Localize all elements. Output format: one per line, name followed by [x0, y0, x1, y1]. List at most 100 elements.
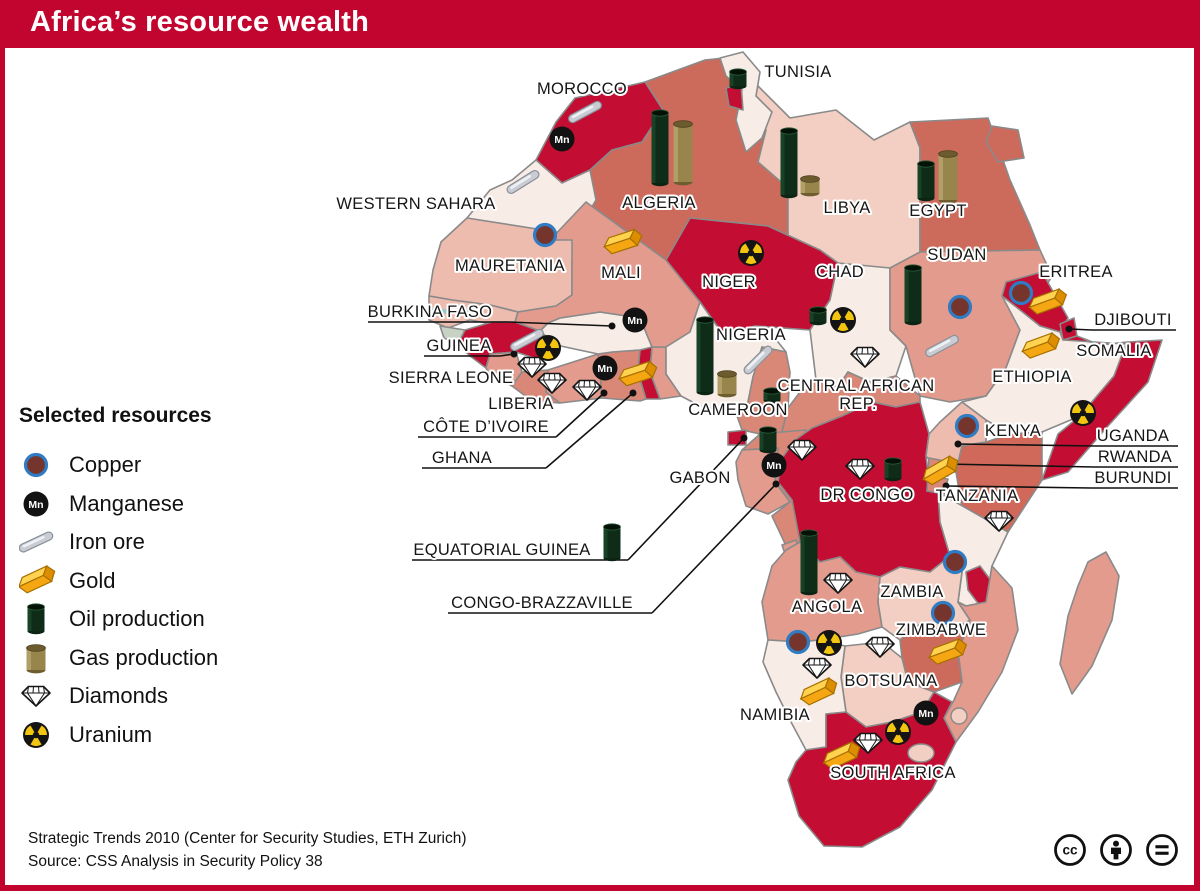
- legend-item-label: Diamonds: [69, 683, 169, 709]
- country-label: EGYPT: [909, 202, 966, 220]
- gas-icon: [673, 120, 693, 186]
- manganese-icon: Mn: [592, 355, 618, 381]
- svg-text:Mn: Mn: [597, 363, 612, 375]
- leader-line: [651, 483, 777, 614]
- cc-icon: cc: [1054, 834, 1086, 866]
- country-label: EQUATORIAL GUINEA: [413, 541, 590, 559]
- leader-line: [507, 321, 613, 327]
- country-label: MAURETANIA: [455, 257, 565, 275]
- diamond-icon: [572, 379, 602, 401]
- svg-text:Mn: Mn: [554, 134, 569, 146]
- gold-icon: [618, 360, 658, 387]
- country-label: DR CONGO: [820, 486, 913, 504]
- copper-icon: [532, 222, 558, 248]
- page-title: Africa’s resource wealth: [30, 6, 369, 38]
- gold-icon: [19, 563, 69, 599]
- diamond-icon: [823, 572, 853, 594]
- country-label: SOMALIA: [1076, 342, 1151, 360]
- legend-item-manganese: Mn Manganese: [19, 485, 279, 524]
- country-label: NIGER: [702, 273, 756, 291]
- leader-dot: [942, 482, 950, 490]
- copper-icon: [947, 294, 973, 320]
- country-label: ALGERIA: [622, 194, 696, 212]
- legend-item-label: Uranium: [69, 721, 153, 747]
- country-label: LIBERIA: [488, 395, 553, 413]
- oil-icon: [884, 457, 902, 482]
- country-label: BURUNDI: [1094, 469, 1171, 487]
- oil-icon: [780, 127, 798, 199]
- country-label: ERITREA: [1039, 263, 1113, 281]
- country-label: GUINEA: [426, 337, 491, 355]
- gold-icon: [1021, 332, 1061, 359]
- oil-icon: [800, 529, 818, 596]
- country-label: ETHIOPIA: [992, 368, 1071, 386]
- country-label: CHAD: [816, 263, 864, 281]
- oil-icon: [603, 523, 621, 562]
- country-shape-angola: [761, 541, 883, 643]
- attribution-person-icon: [1100, 834, 1132, 866]
- leader-dot: [772, 480, 780, 488]
- uranium-icon: [816, 630, 842, 656]
- leader-line: [957, 443, 1095, 447]
- uranium-icon: [738, 240, 764, 266]
- country-label: SOUTH AFRICA: [830, 764, 956, 782]
- legend-item-uranium: Uranium: [19, 716, 279, 755]
- copper-icon: [785, 629, 811, 655]
- country-label: MOROCCO: [537, 80, 627, 98]
- country-label: CONGO-BRAZZAVILLE: [451, 594, 633, 612]
- country-label: UGANDA: [1097, 427, 1169, 445]
- manganese-icon: Mn: [761, 452, 787, 478]
- legend-item-label: Gold: [69, 567, 116, 593]
- diamond-icon: [984, 510, 1014, 532]
- country-shape-madagascar: [1059, 551, 1120, 695]
- ironore-icon: [743, 345, 773, 375]
- copper-icon: [1008, 280, 1034, 306]
- leader-dot: [510, 350, 518, 358]
- country-label: ZIMBABWE: [896, 621, 986, 639]
- diamond-icon: [537, 372, 567, 394]
- leader-line: [1068, 328, 1093, 331]
- gold-icon: [822, 740, 861, 770]
- manganese-icon: Mn: [19, 486, 69, 522]
- copper-icon: [930, 600, 956, 626]
- leader-line: [545, 392, 634, 469]
- country-label: CENTRAL AFRICAN: [778, 377, 935, 395]
- gold-icon: [799, 676, 838, 706]
- country-label: MALI: [601, 264, 641, 282]
- svg-text:Mn: Mn: [28, 499, 43, 511]
- country-label: SUDAN: [927, 246, 986, 264]
- gold-icon: [922, 454, 959, 486]
- oil-icon: [651, 109, 669, 187]
- uranium-icon: [19, 717, 69, 753]
- country-label: ZAMBIA: [880, 583, 943, 601]
- country-label: BURKINA FASO: [368, 303, 493, 321]
- country-shape-swaziland: [950, 707, 968, 725]
- title-banner: Africa’s resource wealth: [5, 0, 1194, 48]
- country-label: BOTSUANA: [844, 672, 937, 690]
- country-label: DJIBOUTI: [1094, 311, 1172, 329]
- diamond-icon: [845, 458, 875, 480]
- license-icons: cc: [1054, 834, 1178, 866]
- copper-icon: [19, 447, 69, 483]
- no-derivatives-equals-icon: [1146, 834, 1178, 866]
- legend-item-label: Iron ore: [69, 529, 145, 555]
- diamond-icon: [850, 346, 880, 368]
- legend-heading: Selected resources: [19, 404, 212, 427]
- gas-icon: [19, 640, 69, 676]
- country-label: GHANA: [432, 449, 492, 467]
- footer-source: Source: CSS Analysis in Security Policy …: [28, 853, 323, 870]
- leader-line: [555, 392, 605, 438]
- leader-dot: [1065, 325, 1073, 333]
- legend-item-label: Copper: [69, 452, 142, 478]
- legend-item-ironore: Iron ore: [19, 523, 279, 562]
- country-shape-south-africa: [787, 691, 957, 848]
- svg-text:Mn: Mn: [627, 315, 642, 327]
- manganese-icon: Mn: [913, 700, 939, 726]
- leader-dot: [740, 434, 748, 442]
- copper-icon: [942, 549, 968, 575]
- diamond-icon: [853, 732, 883, 754]
- country-shape-sinai: [985, 125, 1025, 163]
- country-label: NIGERIA: [716, 326, 786, 344]
- oil-icon: [809, 306, 827, 326]
